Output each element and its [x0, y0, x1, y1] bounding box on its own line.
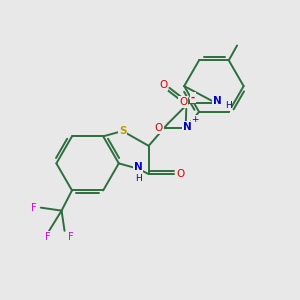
Text: O: O	[176, 169, 184, 179]
Text: S: S	[119, 126, 126, 136]
Text: N: N	[183, 122, 191, 132]
Text: N: N	[213, 96, 221, 106]
Text: H: H	[225, 101, 231, 110]
Text: F: F	[32, 202, 37, 213]
Text: O: O	[155, 123, 163, 133]
Text: F: F	[68, 232, 74, 242]
Text: N: N	[134, 162, 142, 172]
Text: +: +	[191, 116, 199, 124]
Text: F: F	[45, 232, 50, 242]
Text: O: O	[179, 97, 188, 107]
Text: -: -	[191, 93, 195, 103]
Text: H: H	[135, 174, 142, 183]
Text: O: O	[159, 80, 168, 90]
